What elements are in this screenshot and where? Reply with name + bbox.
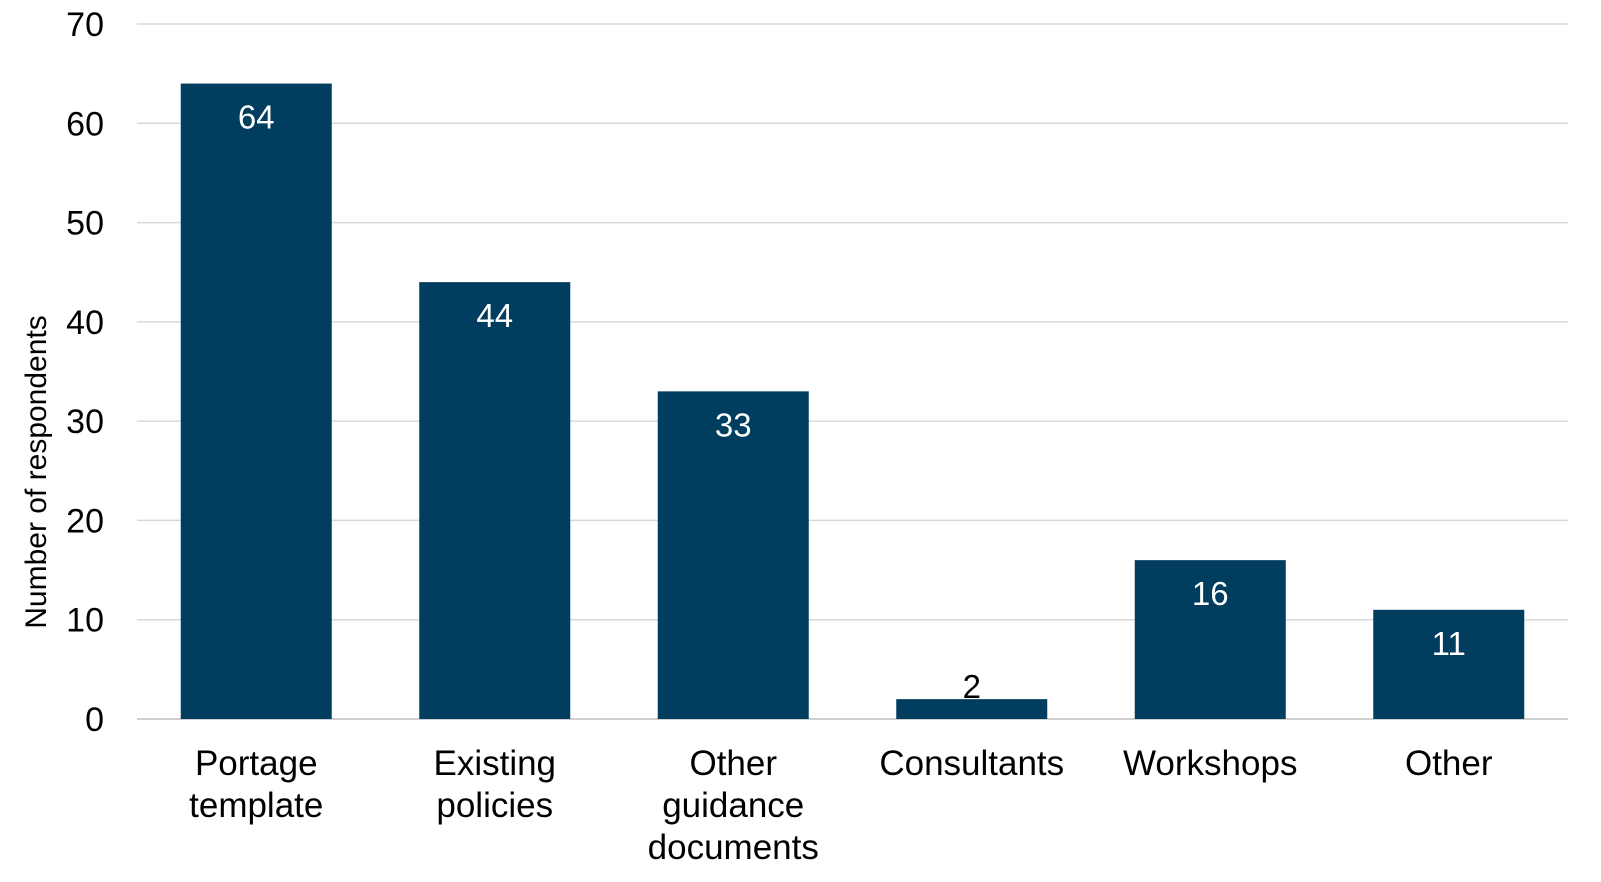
x-category-label-line: template (189, 786, 323, 825)
x-category-label-line: Other (1405, 744, 1493, 783)
bar (1134, 560, 1286, 719)
x-category-label: Portage template (189, 744, 323, 825)
x-category-label-line: guidance (662, 786, 804, 825)
y-tick-label: 0 (85, 701, 104, 739)
x-category-label-line: Consultants (879, 744, 1064, 783)
bar (419, 282, 571, 719)
y-tick-label: 70 (66, 6, 104, 44)
x-category-label: Other guidance documents (648, 744, 819, 867)
y-tick-label: 60 (66, 105, 104, 143)
x-category-label-line: documents (648, 828, 819, 867)
x-category-label-line: policies (436, 786, 553, 825)
y-tick-label: 20 (66, 502, 104, 540)
y-tick-label: 40 (66, 304, 104, 342)
x-category-label: Workshops (1123, 744, 1297, 783)
bar (896, 699, 1048, 719)
grid-lines (137, 23, 1568, 720)
data-label: 2 (963, 668, 981, 705)
bars (180, 83, 1525, 720)
y-tick-label: 30 (66, 403, 104, 441)
x-category-label-line: Workshops (1123, 744, 1297, 783)
y-tick-label: 50 (66, 205, 104, 243)
data-label: 16 (1192, 575, 1229, 612)
data-labels: 64 44 33 2 16 11 (238, 99, 1466, 706)
data-label: 33 (715, 406, 752, 443)
x-category-label: Consultants (879, 744, 1064, 783)
bar (1373, 609, 1525, 719)
x-category-label: Other (1405, 744, 1493, 783)
bar (657, 391, 809, 719)
data-label: 44 (476, 297, 513, 334)
y-axis-title: Number of respondents (20, 315, 53, 629)
x-category-label: Existing policies (433, 744, 556, 825)
data-label: 11 (1432, 625, 1466, 662)
data-label: 64 (238, 99, 275, 136)
y-tick-label: 10 (66, 602, 104, 640)
bar (180, 83, 332, 720)
x-category-label-line: Portage (195, 744, 318, 783)
x-category-label-line: Other (689, 744, 777, 783)
y-axis-ticks: 0 10 20 30 40 50 60 70 (66, 6, 104, 739)
x-category-label-line: Existing (433, 744, 556, 783)
